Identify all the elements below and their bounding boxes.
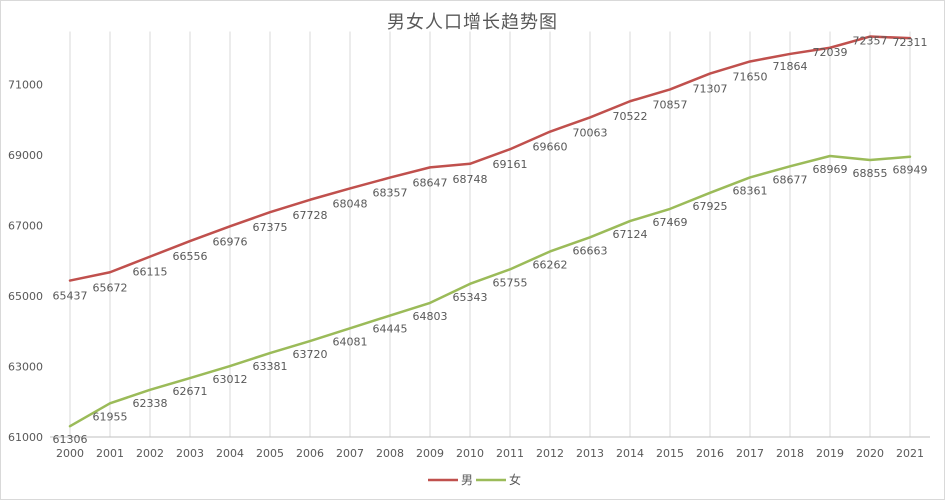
grid-layer bbox=[69, 31, 911, 437]
x-tick-label: 2012 bbox=[536, 447, 564, 460]
data-label: 67728 bbox=[293, 209, 328, 222]
x-tick-label: 2006 bbox=[296, 447, 324, 460]
data-label: 72039 bbox=[813, 46, 848, 59]
data-label: 62338 bbox=[133, 397, 168, 410]
data-label: 68357 bbox=[373, 187, 408, 200]
data-label: 67925 bbox=[693, 200, 728, 213]
data-label: 68647 bbox=[413, 176, 448, 189]
data-label: 71650 bbox=[733, 70, 768, 83]
data-label: 70522 bbox=[613, 110, 648, 123]
legend-label-female: 女 bbox=[509, 472, 521, 487]
data-label: 65755 bbox=[493, 276, 528, 289]
x-tick-label: 2015 bbox=[656, 447, 684, 460]
data-label: 72357 bbox=[853, 35, 888, 48]
series-line-male bbox=[68, 35, 912, 282]
data-label: 63381 bbox=[253, 360, 288, 373]
y-tick-label: 69000 bbox=[8, 149, 43, 162]
data-label: 66115 bbox=[133, 266, 168, 279]
data-label: 66262 bbox=[533, 258, 568, 271]
data-label: 71864 bbox=[773, 60, 808, 73]
data-label: 68748 bbox=[453, 173, 488, 186]
data-label: 61306 bbox=[53, 433, 88, 446]
data-label: 67469 bbox=[653, 216, 688, 229]
data-label: 67375 bbox=[253, 221, 288, 234]
data-label: 68048 bbox=[333, 197, 368, 210]
data-label: 70063 bbox=[573, 126, 608, 139]
x-tick-label: 2009 bbox=[416, 447, 444, 460]
data-label: 63012 bbox=[213, 373, 248, 386]
data-label-layer: 65437 65672 66115 66556 66976 67375 67728 68048… bbox=[53, 35, 928, 447]
series-line-female bbox=[68, 154, 912, 428]
x-tick-label: 2018 bbox=[776, 447, 804, 460]
legend-label-male: 男 bbox=[461, 473, 473, 487]
data-label: 69660 bbox=[533, 141, 568, 154]
data-label: 64081 bbox=[333, 335, 368, 348]
x-tick-label: 2014 bbox=[616, 447, 644, 460]
data-label: 68361 bbox=[733, 184, 768, 197]
x-tick-label: 2008 bbox=[376, 447, 404, 460]
data-label: 63720 bbox=[293, 348, 328, 361]
data-label: 66556 bbox=[173, 250, 208, 263]
data-label: 66663 bbox=[573, 244, 608, 257]
x-tick-label: 2013 bbox=[576, 447, 604, 460]
data-label: 71307 bbox=[693, 83, 728, 96]
x-tick-label: 2020 bbox=[856, 447, 884, 460]
x-tick-label: 2011 bbox=[496, 447, 524, 460]
y-tick-label: 71000 bbox=[8, 78, 43, 91]
x-tick-label: 2000 bbox=[56, 447, 84, 460]
x-tick-label: 2019 bbox=[816, 447, 844, 460]
y-tick-label: 63000 bbox=[8, 360, 43, 373]
y-tick-label: 67000 bbox=[8, 219, 43, 232]
data-label: 67124 bbox=[613, 228, 648, 241]
data-label: 68855 bbox=[853, 167, 888, 180]
legend: 男女 bbox=[428, 472, 521, 487]
data-label: 61955 bbox=[93, 410, 128, 423]
data-label: 66976 bbox=[213, 235, 248, 248]
data-label: 68949 bbox=[893, 164, 928, 177]
data-label: 65672 bbox=[93, 281, 128, 294]
axis-layer: 2000 2001 2002 2003 2004 2005 2006 2007 2008 2009… bbox=[8, 78, 930, 460]
data-label: 68969 bbox=[813, 163, 848, 176]
x-tick-label: 2004 bbox=[216, 447, 244, 460]
x-tick-label: 2010 bbox=[456, 447, 484, 460]
data-label: 70857 bbox=[653, 98, 688, 111]
data-label: 68677 bbox=[773, 173, 808, 186]
y-tick-label: 61000 bbox=[8, 431, 43, 444]
data-label: 64445 bbox=[373, 323, 408, 336]
x-tick-label: 2017 bbox=[736, 447, 764, 460]
x-tick-label: 2001 bbox=[96, 447, 124, 460]
x-tick-label: 2016 bbox=[696, 447, 724, 460]
chart-title: 男女人口增长趋势图 bbox=[387, 12, 558, 33]
x-tick-label: 2003 bbox=[176, 447, 204, 460]
x-tick-label: 2021 bbox=[896, 447, 924, 460]
data-label: 62671 bbox=[173, 385, 208, 398]
data-label: 65437 bbox=[53, 290, 88, 303]
data-label: 72311 bbox=[893, 36, 928, 49]
y-tick-label: 65000 bbox=[8, 290, 43, 303]
data-label: 65343 bbox=[453, 291, 488, 304]
x-tick-label: 2007 bbox=[336, 447, 364, 460]
x-tick-label: 2005 bbox=[256, 447, 284, 460]
x-tick-label: 2002 bbox=[136, 447, 164, 460]
data-label: 69161 bbox=[493, 158, 528, 171]
series-layer bbox=[68, 35, 912, 428]
data-label: 64803 bbox=[413, 310, 448, 323]
